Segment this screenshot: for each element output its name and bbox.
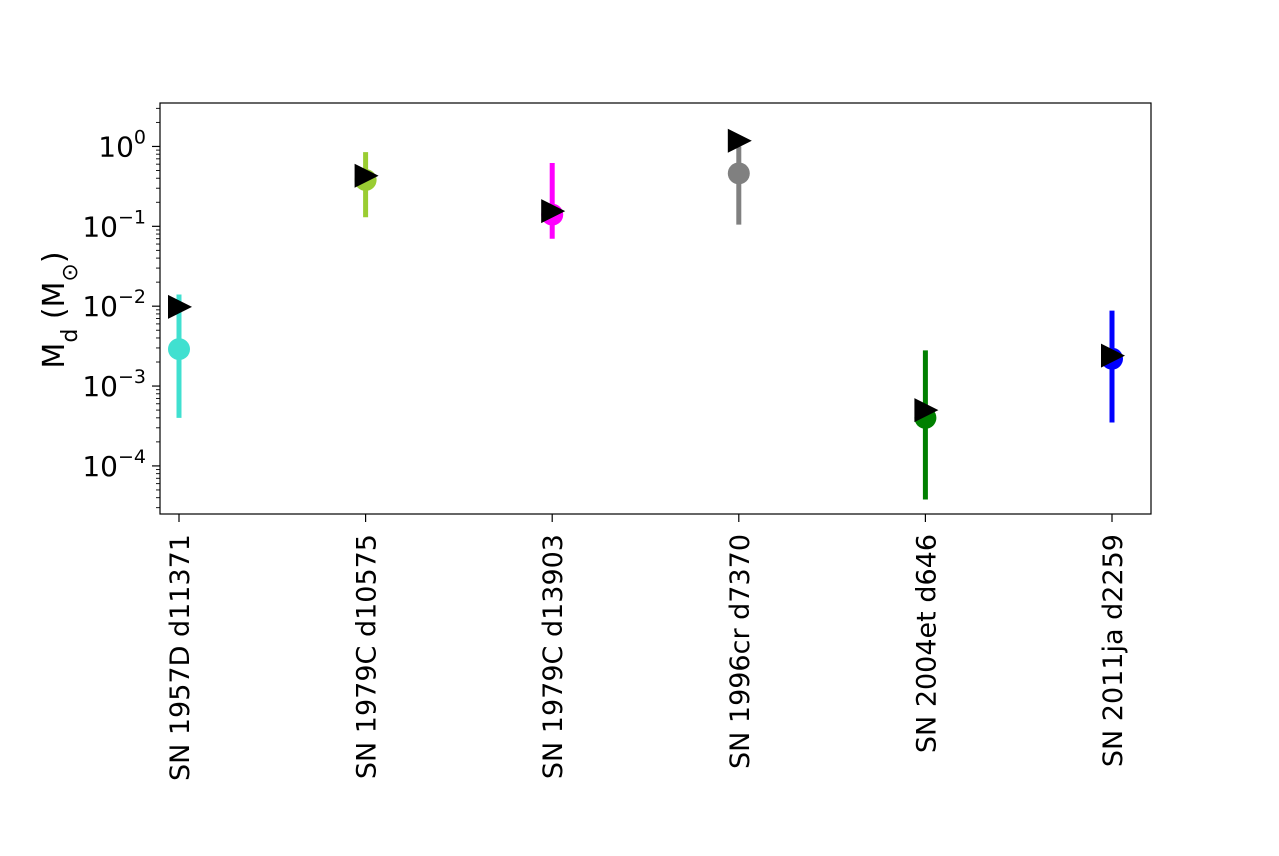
- y-axis-label-paren-close: ): [37, 251, 72, 263]
- y-tick-exponent: −1: [118, 206, 146, 228]
- y-axis-label-sub: d: [58, 329, 83, 343]
- y-axis-label-paren-open: (M: [37, 282, 72, 329]
- y-tick-label: 100: [98, 126, 146, 163]
- data-point-triangle: [914, 398, 939, 423]
- x-tick-label: SN 2011ja d2259: [1098, 534, 1129, 767]
- y-tick-label: 10−2: [82, 286, 146, 323]
- y-tick-label: 10−3: [82, 366, 146, 403]
- y-axis-label-unit-sub: ⊙: [58, 263, 83, 281]
- y-tick-exponent: −2: [118, 286, 146, 308]
- y-tick-exponent: −4: [118, 446, 146, 468]
- plot-area: [160, 103, 1151, 514]
- data-point-circle: [168, 338, 190, 361]
- plot-frame: [159, 102, 1152, 515]
- data-point-circle: [727, 162, 750, 185]
- y-axis-label-main: M: [37, 343, 72, 369]
- data-point-triangle: [1101, 343, 1125, 368]
- y-tick-base: 10: [82, 370, 118, 403]
- x-tick-label: SN 1996cr d7370: [725, 534, 756, 769]
- x-tick-label: SN 2004et d646: [911, 534, 942, 753]
- data-point-triangle: [168, 294, 192, 319]
- x-axis: SN 1957D d11371 SN 1979C d10575 SN 1979C d…: [165, 514, 1129, 781]
- y-tick-base: 10: [98, 130, 134, 163]
- x-tick-label: SN 1957D d11371: [165, 534, 196, 781]
- data-point-triangle: [727, 128, 752, 153]
- x-tick-label: SN 1979C d10575: [352, 534, 383, 779]
- y-tick-exponent: 0: [134, 126, 146, 148]
- data-point-triangle: [354, 163, 379, 188]
- data-marks: [168, 128, 1125, 500]
- y-tick-label: 10−4: [82, 446, 146, 483]
- y-tick-base: 10: [82, 290, 118, 323]
- y-tick-base: 10: [82, 450, 118, 483]
- data-point-triangle: [541, 199, 566, 224]
- x-tick-label: SN 1979C d13903: [538, 534, 569, 779]
- y-tick-exponent: −3: [118, 366, 146, 388]
- y-tick-base: 10: [82, 210, 118, 243]
- y-axis-label: Md (M⊙): [37, 251, 83, 368]
- y-tick-label: 10−1: [82, 206, 146, 243]
